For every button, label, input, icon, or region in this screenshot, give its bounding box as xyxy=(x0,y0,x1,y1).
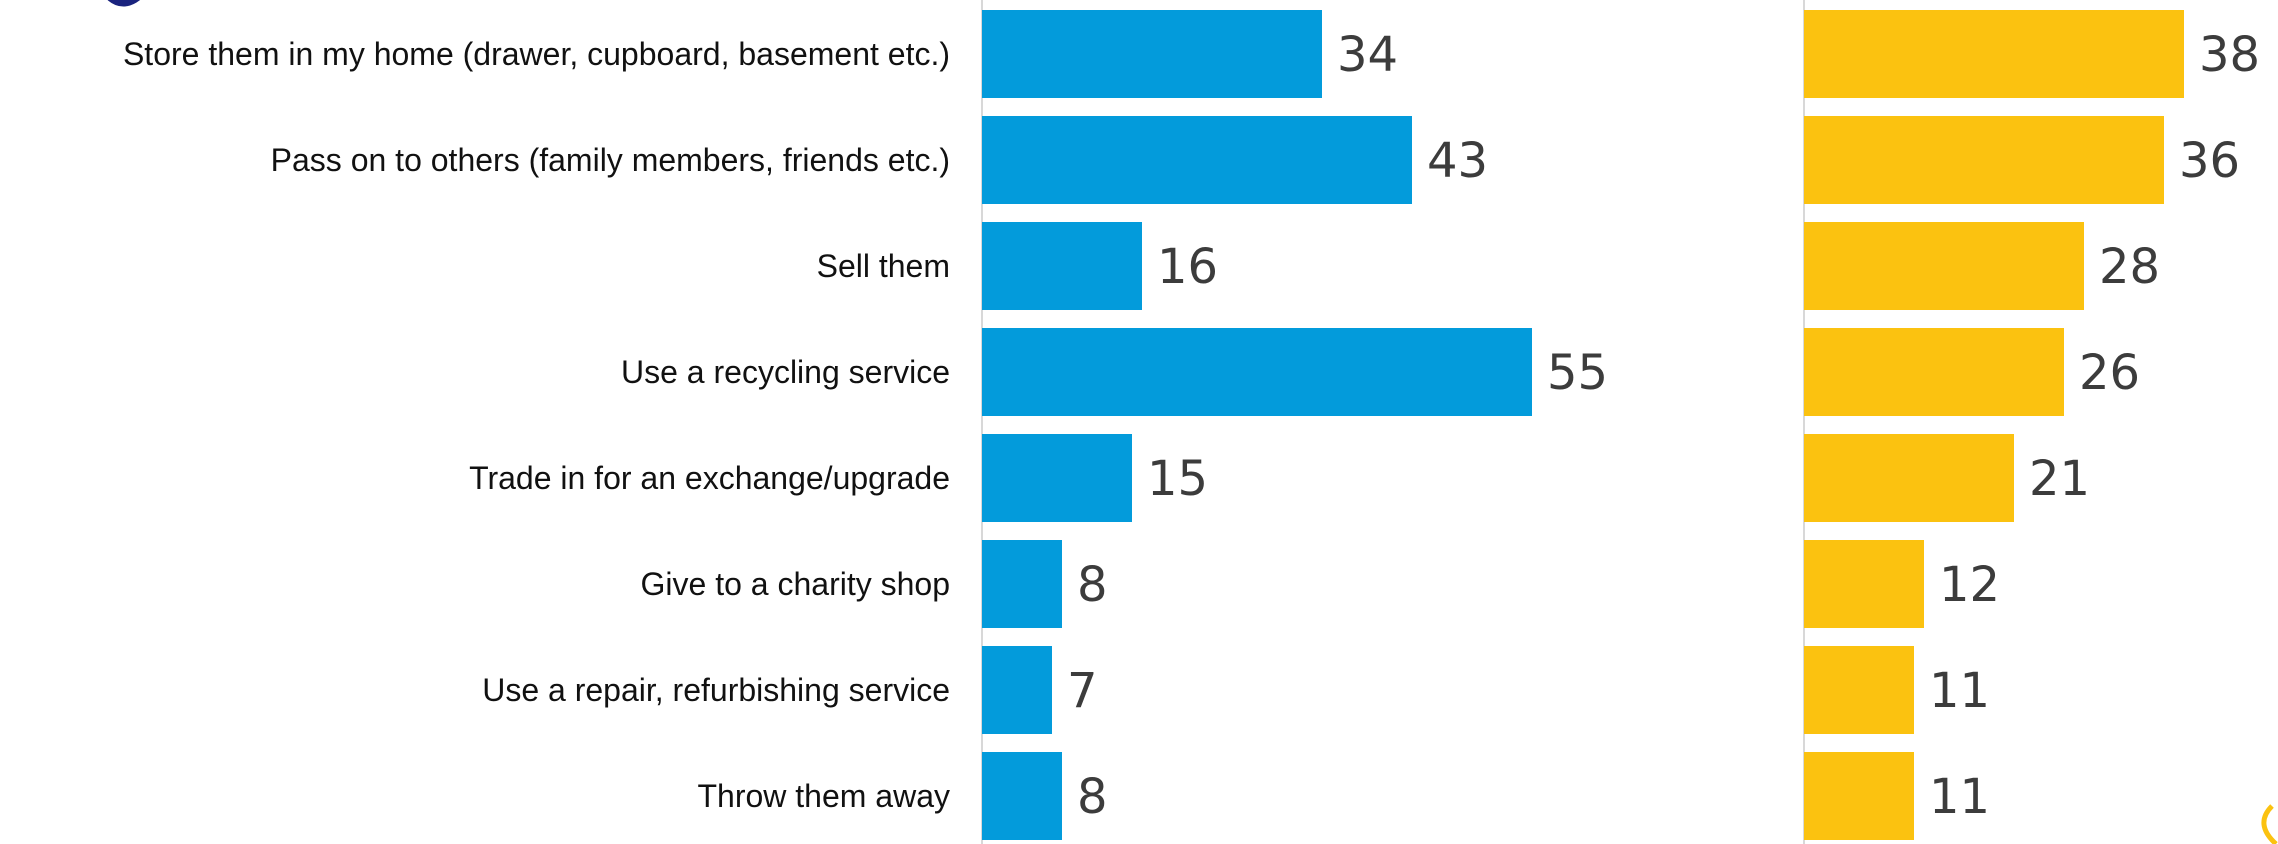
data-label: 8 xyxy=(1077,557,1108,613)
chart-panels: 34 43 16 55 15 8 7 8 38 36 28 26 21 12 11 11 xyxy=(981,0,2260,844)
series-panel-1: 34 43 16 55 15 8 7 8 xyxy=(981,0,1608,844)
bar xyxy=(982,222,1142,310)
bar xyxy=(982,540,1062,628)
category-label: Pass on to others (family members, frien… xyxy=(271,142,950,178)
bar xyxy=(1804,646,1914,734)
data-label: 16 xyxy=(1157,239,1218,295)
bar xyxy=(1804,434,2014,522)
bar xyxy=(982,646,1052,734)
data-label: 55 xyxy=(1547,345,1608,401)
data-label: 12 xyxy=(1939,557,2000,613)
data-label: 21 xyxy=(2029,451,2090,507)
category-labels: Store them in my home (drawer, cupboard,… xyxy=(123,36,950,814)
bar xyxy=(1804,752,1914,840)
data-label: 43 xyxy=(1427,133,1488,189)
bar xyxy=(1804,328,2064,416)
data-label: 11 xyxy=(1929,663,1990,719)
category-label: Use a recycling service xyxy=(621,354,950,390)
bar xyxy=(982,116,1412,204)
data-label: 38 xyxy=(2199,27,2260,83)
bar xyxy=(982,328,1532,416)
series-panel-2: 38 36 28 26 21 12 11 11 xyxy=(1803,0,2260,844)
category-label: Store them in my home (drawer, cupboard,… xyxy=(123,36,950,72)
category-label: Use a repair, refurbishing service xyxy=(482,672,950,708)
data-label: 26 xyxy=(2079,345,2140,401)
category-label: Throw them away xyxy=(697,778,950,814)
category-label: Sell them xyxy=(817,248,950,284)
data-label: 8 xyxy=(1077,769,1108,825)
bar xyxy=(982,434,1132,522)
bar xyxy=(982,10,1322,98)
decorative-arc-top-left xyxy=(107,0,141,7)
bar xyxy=(982,752,1062,840)
data-label: 11 xyxy=(1929,769,1990,825)
data-label: 36 xyxy=(2179,133,2240,189)
data-label: 28 xyxy=(2099,239,2160,295)
data-label: 7 xyxy=(1067,663,1098,719)
data-label: 15 xyxy=(1147,451,1208,507)
category-label: Trade in for an exchange/upgrade xyxy=(469,460,950,496)
category-label: Give to a charity shop xyxy=(641,566,950,602)
decorative-arc-bottom-right xyxy=(2261,804,2278,844)
bar xyxy=(1804,116,2164,204)
bar xyxy=(1804,10,2184,98)
bar xyxy=(1804,540,1924,628)
bar xyxy=(1804,222,2084,310)
data-label: 34 xyxy=(1337,27,1398,83)
